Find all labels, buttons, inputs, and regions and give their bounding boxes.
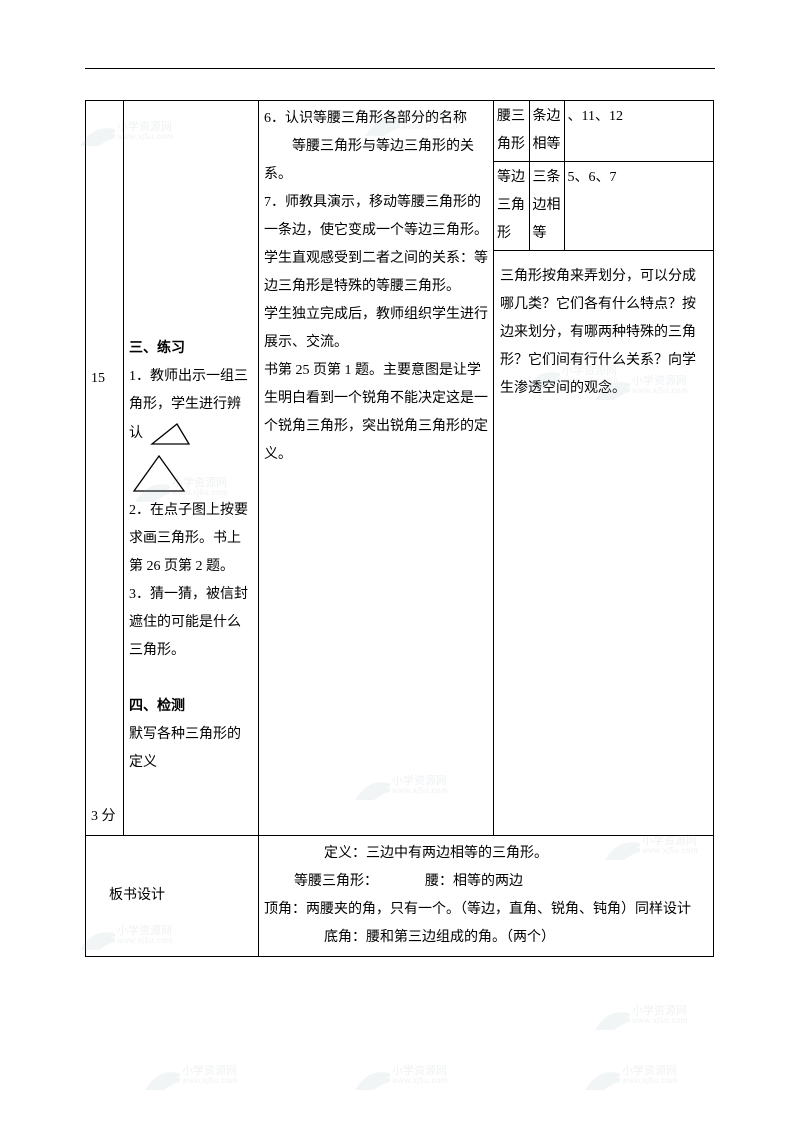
watermark-item: 小学资源网 www.xj5u.com: [580, 1060, 700, 1096]
watermark-item: 小学资源网 www.xj5u.com: [350, 1060, 470, 1096]
board-design-label-cell: 板书设计: [86, 836, 259, 957]
table-row: 板书设计 定义：三边中有两边相等的三角形。 等腰三角形： 腰：相等的两边 顶角：…: [86, 836, 714, 957]
content-p8: 学生独立完成后，教师组织学生进行展示、交流。: [264, 301, 488, 357]
inner-cell: 5、6、7: [564, 162, 713, 251]
watermark-item: 小学资源网 www.xj5u.com: [140, 1060, 260, 1096]
content-p9: 书第 25 页第 1 题。主要意图是让学生明白看到一个锐角不能决定这是一个锐角三…: [264, 357, 488, 469]
triangle-small-icon: [147, 419, 195, 449]
inner-cell: 条边相等: [529, 101, 564, 162]
section-heading-2: 四、检测: [129, 693, 253, 721]
content-p6-sub: 等腰三角形与等边三角形的关系。: [264, 133, 488, 189]
top-horizontal-rule: [85, 68, 715, 69]
section-heading: 三、练习: [129, 335, 253, 363]
inner-cell: 等边三角形: [494, 162, 529, 251]
board-design-label: 板书设计: [91, 882, 253, 910]
time-cell: 15 3 分: [86, 101, 124, 836]
bd-line1: 定义：三边中有两边相等的三角形。: [264, 840, 708, 868]
table-row: 等边三角形 三条边相等 5、6、7: [494, 162, 713, 251]
inner-cell: 三条边相等: [529, 162, 564, 251]
inner-cell: 腰三角形: [494, 101, 529, 162]
board-design-content: 定义：三边中有两边相等的三角形。 等腰三角形： 腰：相等的两边 顶角：两腰夹的角…: [259, 836, 714, 957]
content-p7: 7．师教具演示，移动等腰三角形的一条边，使它变成一个等边三角形。学生直观感受到二…: [264, 189, 488, 301]
bd-line4: 底角：腰和第三边组成的角。（两个）: [264, 924, 708, 952]
activity-item: 2．在点子图上按要求画三角形。书上第 26 页第 2 题。: [129, 497, 253, 581]
watermark-item: 小学资源网 www.xj5u.com: [590, 1000, 710, 1036]
activity-item: 1．教师出示一组三角形，学生进行辨认: [129, 363, 253, 449]
bd-line2b: 腰：相等的两边: [425, 874, 523, 889]
inner-cell: 、11、12: [564, 101, 713, 162]
triangle-big-wrap: [129, 451, 189, 495]
right-question: 三角形按角来弄划分，可以分成哪几类？它们各有什么特点？按边来划分，有哪两种特殊的…: [494, 259, 713, 407]
triangle-big-icon: [129, 451, 189, 495]
activity-item-2: 默写各种三角形的定义: [129, 721, 253, 777]
bd-line3: 顶角：两腰夹的角，只有一个。（等边，直角、锐角、钝角）同样设计: [264, 896, 708, 924]
inner-classification-table: 腰三角形 条边相等 、11、12 等边三角形 三条边相等 5、6、7: [494, 101, 713, 251]
content-p6-head: 6．认识等腰三角形各部分的名称: [264, 105, 488, 133]
content-cell: 6．认识等腰三角形各部分的名称 等腰三角形与等边三角形的关系。 7．师教具演示，…: [259, 101, 494, 836]
time-value-2: 3 分: [91, 809, 116, 824]
activity-cell: 三、练习 1．教师出示一组三角形，学生进行辨认 2．在点子图上按要求画三角形。书…: [124, 101, 259, 836]
activity-item: 3．猜一猜，被信封遮住的可能是什么三角形。: [129, 581, 253, 665]
bd-line2: 等腰三角形： 腰：相等的两边: [264, 868, 708, 896]
lesson-plan-table: 15 3 分 三、练习 1．教师出示一组三角形，学生进行辨认 2．在点子图上按要…: [85, 100, 714, 957]
right-cell: 腰三角形 条边相等 、11、12 等边三角形 三条边相等 5、6、7 三角形按角…: [494, 101, 714, 836]
time-value: 15: [91, 371, 105, 386]
table-row: 腰三角形 条边相等 、11、12: [494, 101, 713, 162]
table-row: 15 3 分 三、练习 1．教师出示一组三角形，学生进行辨认 2．在点子图上按要…: [86, 101, 714, 836]
bd-line2a: 等腰三角形：: [294, 874, 378, 889]
